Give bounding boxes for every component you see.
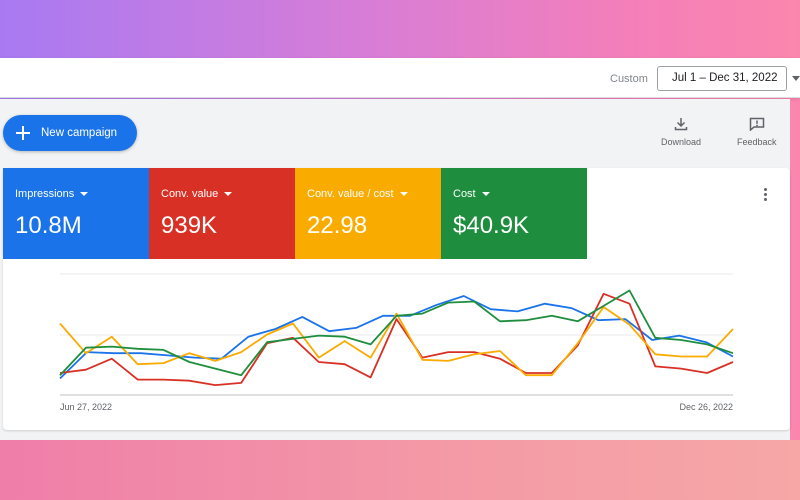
caret-down-icon bbox=[399, 192, 408, 196]
performance-line-chart: Jun 27, 2022 Dec 26, 2022 bbox=[59, 273, 734, 412]
metric-impressions[interactable]: Impressions 10.8M bbox=[3, 168, 149, 259]
feedback-button[interactable]: Feedback bbox=[737, 117, 777, 147]
series-line-3 bbox=[59, 289, 734, 377]
metric-label: Impressions bbox=[15, 188, 75, 200]
metric-conv-value[interactable]: Conv. value 939K bbox=[149, 168, 295, 259]
header-bar: Custom Jul 1 – Dec 31, 2022 bbox=[0, 58, 800, 98]
chevron-down-icon[interactable] bbox=[792, 76, 800, 81]
new-campaign-button[interactable]: New campaign bbox=[3, 115, 137, 151]
metric-value: $40.9K bbox=[453, 212, 530, 239]
performance-card: Impressions 10.8M Conv. value 939K Conv.… bbox=[3, 168, 790, 430]
metric-value: 10.8M bbox=[15, 212, 82, 239]
new-campaign-label: New campaign bbox=[41, 127, 118, 139]
metric-value: 939K bbox=[161, 212, 218, 239]
date-range-select[interactable]: Jul 1 – Dec 31, 2022 bbox=[657, 66, 787, 91]
caret-down-icon bbox=[80, 192, 89, 196]
metric-value: 22.98 bbox=[307, 212, 368, 239]
metric-label: Conv. value bbox=[161, 188, 219, 200]
feedback-label: Feedback bbox=[737, 137, 777, 147]
metric-cost[interactable]: Cost $40.9K bbox=[441, 168, 587, 259]
plus-icon bbox=[16, 126, 30, 140]
metric-conv-value-per-cost[interactable]: Conv. value / cost 22.98 bbox=[295, 168, 441, 259]
more-vert-icon[interactable] bbox=[762, 188, 768, 204]
x-axis-start-label: Jun 27, 2022 bbox=[60, 402, 112, 412]
download-button[interactable]: Download bbox=[661, 117, 701, 147]
caret-down-icon bbox=[481, 192, 490, 196]
series-line-2 bbox=[59, 306, 734, 377]
download-icon bbox=[674, 118, 688, 131]
feedback-icon bbox=[749, 117, 765, 131]
main-content: New campaign Download Feedback Impressio… bbox=[0, 99, 790, 440]
range-type-label: Custom bbox=[610, 73, 648, 85]
metric-label: Cost bbox=[453, 188, 476, 200]
series-line-1 bbox=[59, 292, 734, 386]
caret-down-icon bbox=[224, 192, 233, 196]
metric-label: Conv. value / cost bbox=[307, 188, 394, 200]
download-label: Download bbox=[661, 137, 702, 147]
background-bottom-band bbox=[0, 440, 800, 500]
x-axis-end-label: Dec 26, 2022 bbox=[679, 402, 733, 412]
